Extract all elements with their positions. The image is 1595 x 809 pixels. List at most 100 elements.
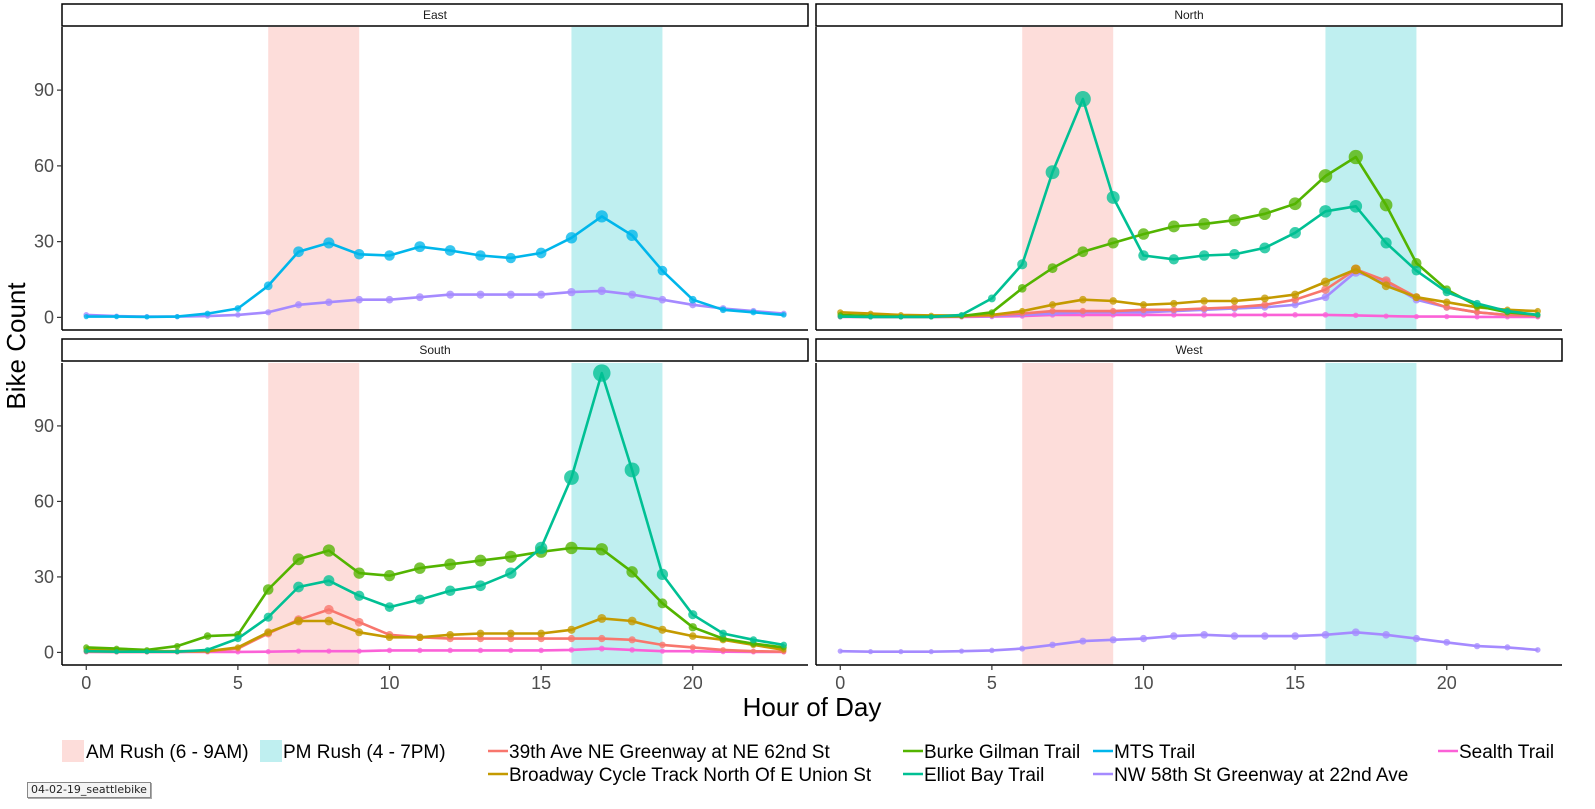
- y-tick-label: 60: [34, 156, 54, 176]
- data-point: [504, 550, 517, 563]
- data-point: [1106, 190, 1120, 204]
- data-point: [1259, 242, 1271, 254]
- data-point: [1170, 632, 1178, 640]
- y-tick-label: 30: [34, 232, 54, 252]
- data-point: [1288, 197, 1302, 211]
- data-point: [535, 247, 547, 259]
- data-point: [688, 632, 697, 640]
- data-point: [475, 250, 486, 261]
- data-point: [564, 470, 579, 485]
- legend-label-broadway-cycle-track-north-of-e-union-st: Broadway Cycle Track North Of E Union St: [509, 765, 872, 786]
- data-point: [719, 629, 727, 638]
- data-point: [1351, 628, 1360, 637]
- data-point: [567, 287, 576, 297]
- data-point: [293, 581, 304, 593]
- data-point: [1138, 250, 1149, 261]
- data-point: [688, 295, 697, 304]
- band-am-rush-6-9am: [1022, 27, 1114, 330]
- data-point: [659, 648, 666, 654]
- data-point: [174, 649, 180, 655]
- data-point: [323, 237, 335, 249]
- data-point: [1200, 305, 1208, 312]
- data-point: [83, 648, 89, 654]
- data-point: [1443, 303, 1451, 311]
- data-point: [837, 314, 843, 320]
- legend: AM Rush (6 - 9AM) PM Rush (4 - 7PM) 39th…: [62, 740, 1554, 786]
- data-point: [657, 598, 668, 609]
- data-point: [446, 290, 455, 299]
- data-point: [1321, 285, 1330, 294]
- data-point: [1291, 632, 1299, 640]
- data-point: [628, 636, 636, 644]
- data-point: [1320, 277, 1330, 287]
- data-point: [1318, 169, 1333, 183]
- data-point: [1382, 630, 1390, 639]
- data-point: [1198, 217, 1211, 230]
- data-point: [1348, 149, 1363, 165]
- band-am-rush-6-9am: [268, 27, 360, 330]
- data-point: [1292, 312, 1298, 318]
- data-point: [1504, 644, 1511, 651]
- y-tick-label: 90: [34, 80, 54, 100]
- data-point: [1289, 226, 1301, 239]
- data-point: [1139, 634, 1148, 643]
- data-point: [354, 590, 365, 601]
- panel-north: North: [815, 3, 1563, 331]
- data-point: [1411, 258, 1422, 269]
- data-point: [294, 616, 303, 626]
- data-point: [898, 649, 904, 655]
- data-point: [325, 298, 333, 306]
- data-point: [537, 629, 546, 638]
- y-tick-label: 60: [34, 491, 54, 511]
- strip-label: South: [419, 343, 450, 357]
- data-point: [444, 585, 456, 597]
- strip-west: [815, 338, 1563, 362]
- data-point: [1200, 630, 1209, 639]
- data-point: [293, 246, 304, 258]
- data-point: [1110, 307, 1117, 315]
- data-point: [1504, 307, 1511, 315]
- data-point: [1017, 259, 1028, 270]
- data-point: [383, 570, 396, 582]
- data-point: [113, 314, 120, 320]
- data-point: [414, 241, 426, 253]
- data-point: [867, 314, 874, 320]
- data-point: [1045, 165, 1060, 180]
- data-point: [1137, 228, 1150, 240]
- data-point: [1077, 246, 1089, 258]
- data-point: [1167, 220, 1180, 233]
- data-point: [1200, 297, 1208, 305]
- data-point: [898, 314, 904, 320]
- legend-label-burke-gilman-trail: Burke Gilman Trail: [924, 742, 1080, 763]
- data-point: [385, 295, 394, 304]
- strip-east: [61, 3, 809, 27]
- data-point: [144, 314, 150, 320]
- data-point: [295, 648, 302, 654]
- strip-label: East: [423, 8, 448, 22]
- data-point: [626, 566, 638, 578]
- band-pm-rush-4-7pm: [571, 27, 663, 330]
- data-point: [265, 649, 271, 655]
- data-point: [506, 629, 515, 638]
- data-point: [627, 616, 637, 626]
- data-point: [537, 290, 546, 299]
- x-axis-title: Hour of Day: [743, 692, 882, 722]
- band-am-rush-6-9am: [1022, 363, 1114, 665]
- data-point: [989, 647, 995, 654]
- x-tick-label: 5: [233, 673, 243, 693]
- series-line-burke-gilman-trail: [840, 155, 1538, 318]
- data-point: [416, 633, 424, 642]
- data-point: [1534, 312, 1541, 318]
- data-point: [750, 648, 757, 654]
- data-point: [83, 644, 90, 651]
- data-point: [1379, 198, 1393, 212]
- data-point: [1168, 254, 1180, 265]
- data-point: [414, 594, 425, 605]
- series-line-nw-58th-st-greenway-at-22nd-ave: [86, 289, 784, 318]
- data-point: [689, 644, 696, 651]
- data-point: [385, 633, 394, 642]
- x-tick-label: 5: [987, 673, 997, 693]
- data-point: [1474, 309, 1481, 316]
